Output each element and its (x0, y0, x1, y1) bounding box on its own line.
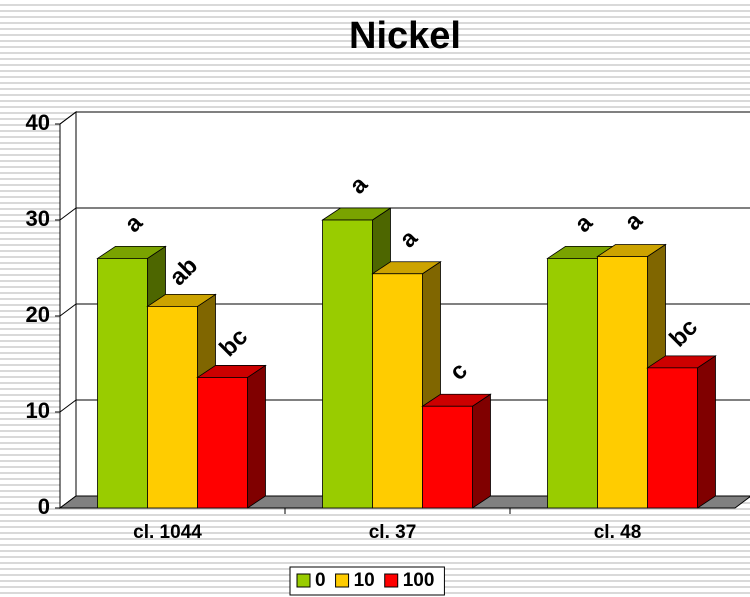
bar (147, 305, 198, 509)
y-tick-label: 40 (26, 110, 50, 135)
x-tick-label: cl. 48 (594, 522, 642, 543)
bar-side (247, 364, 266, 509)
grid-line (59, 111, 750, 125)
grid-line (59, 399, 750, 413)
legend-label: 100 (403, 570, 435, 591)
bar-side (697, 355, 716, 509)
bar (322, 219, 373, 509)
bar (422, 405, 473, 509)
bar (97, 257, 148, 509)
bar (372, 273, 423, 509)
y-tick-label: 10 (26, 398, 50, 423)
legend-swatch (296, 573, 311, 588)
legend (289, 566, 445, 596)
chart-title: Nickel (349, 15, 461, 57)
bar (547, 257, 598, 509)
legend-swatch (335, 573, 350, 588)
legend-label: 10 (354, 570, 375, 591)
grid-line (59, 207, 750, 221)
x-tick-label: cl. 37 (369, 522, 417, 543)
y-tick-label: 30 (26, 206, 50, 231)
legend-swatch (384, 573, 399, 588)
x-tick-label: cl. 1044 (133, 522, 202, 543)
bar (647, 367, 698, 509)
y-tick-label: 20 (26, 302, 50, 327)
bar (197, 377, 248, 509)
grid-line (59, 303, 750, 317)
y-tick-label: 0 (38, 494, 50, 519)
bar (597, 256, 648, 509)
legend-label: 0 (315, 570, 326, 591)
bar-side (472, 393, 491, 509)
